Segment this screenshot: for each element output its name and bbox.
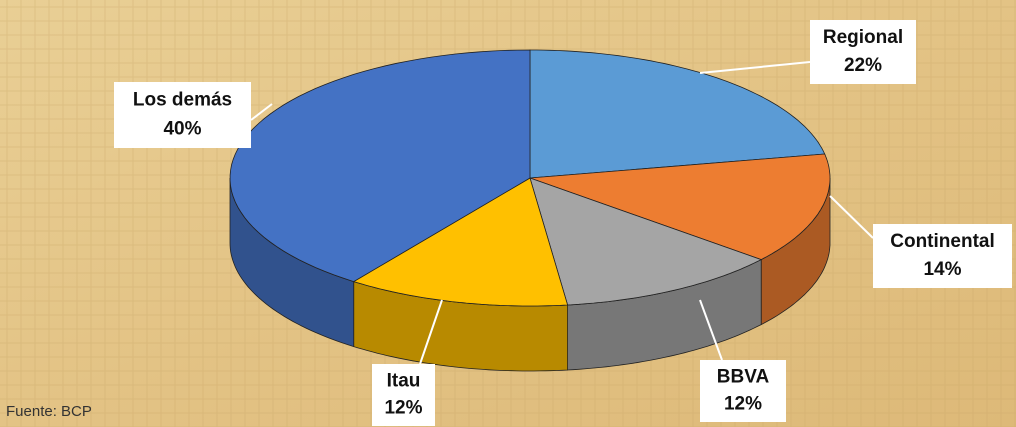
value-label: 40% <box>163 119 201 140</box>
leader-line <box>829 195 874 239</box>
category-label: Itau <box>387 370 421 391</box>
slice <box>529 177 763 306</box>
value-label: 12% <box>384 398 422 419</box>
value-label: 14% <box>923 259 961 280</box>
source-note: Fuente: BCP <box>6 403 92 420</box>
category-label: Regional <box>823 27 903 48</box>
value-label: 12% <box>724 394 762 415</box>
slice <box>529 153 831 261</box>
category-label: Continental <box>890 231 995 252</box>
label-box <box>700 360 786 422</box>
category-label: BBVA <box>717 366 770 387</box>
slice <box>529 49 826 179</box>
leader-line <box>419 299 443 365</box>
label-box <box>114 82 251 148</box>
label-box <box>873 224 1012 288</box>
category-label: Los demás <box>133 89 232 110</box>
leader-line <box>699 61 811 74</box>
label-box <box>372 364 435 426</box>
leader-line <box>699 299 723 361</box>
slice <box>352 177 569 307</box>
label-box <box>810 20 916 84</box>
value-label: 22% <box>844 55 882 76</box>
leader-line <box>250 103 273 121</box>
